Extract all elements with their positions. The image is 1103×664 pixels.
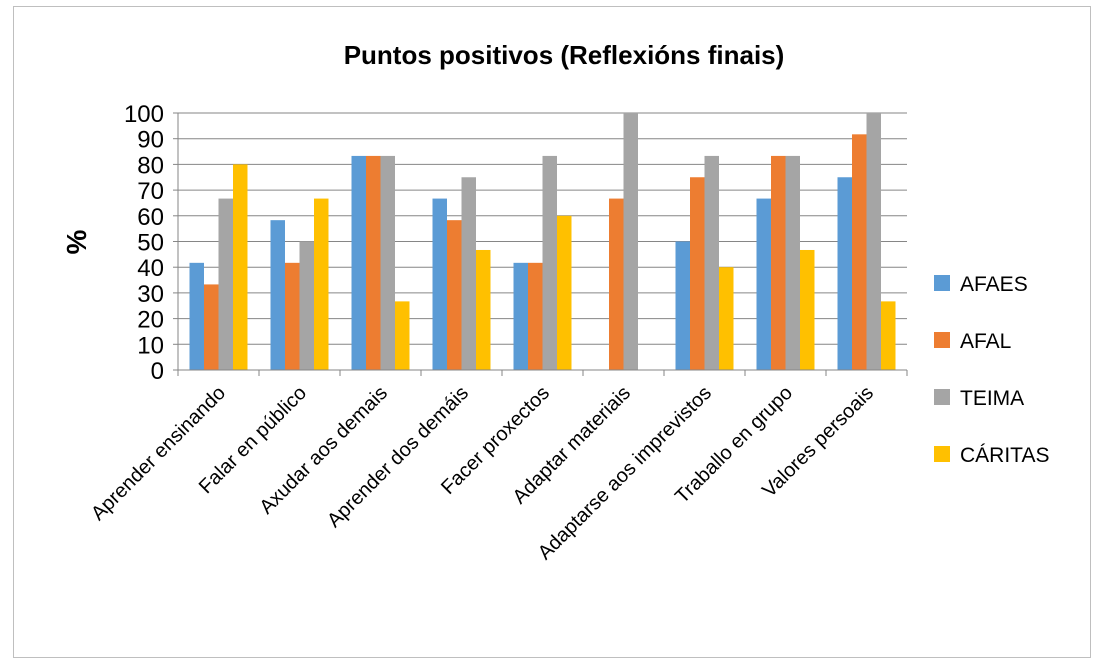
legend-swatch-afal (934, 332, 950, 348)
y-tick-label: 20 (137, 307, 164, 334)
axes (173, 112, 908, 376)
y-tick-label: 0 (151, 358, 164, 385)
y-tick-label: 90 (137, 127, 164, 154)
y-axis-label: % (61, 229, 92, 254)
bar-chart: Puntos positivos (Reflexións finais) % 0… (61, 40, 1049, 564)
bar-afal (285, 262, 300, 370)
bar-cáritas (800, 249, 815, 370)
y-tick-label: 100 (124, 101, 164, 128)
bar-afaes (675, 241, 690, 370)
bar-afaes (432, 198, 447, 370)
bar-cáritas (233, 164, 248, 370)
bar-cáritas (395, 301, 410, 370)
bar-teima (542, 155, 557, 370)
bar-cáritas (557, 215, 572, 370)
bar-teima (380, 155, 395, 370)
chart-title: Puntos positivos (Reflexións finais) (344, 40, 785, 70)
legend-label: CÁRITAS (960, 444, 1049, 467)
legend-swatch-afaes (934, 275, 950, 291)
bar-afal (771, 155, 786, 370)
bar-afal (366, 155, 381, 370)
x-tick-label: Aprender dos demáis (323, 382, 473, 532)
bar-teima (866, 113, 881, 370)
bar-afaes (837, 177, 852, 370)
y-tick-label: 80 (137, 152, 164, 179)
bars (189, 113, 896, 370)
y-tick-label: 10 (137, 332, 164, 359)
legend-label: AFAES (960, 273, 1028, 296)
bar-cáritas (719, 267, 734, 370)
bar-afal (852, 134, 867, 370)
bar-afal (609, 198, 624, 370)
bar-teima (218, 198, 233, 370)
legend-swatch-cáritas (934, 446, 950, 462)
chart-frame: Puntos positivos (Reflexións finais) % 0… (13, 6, 1091, 658)
legend: AFAES AFAL TEIMA CÁRITAS (934, 273, 1049, 467)
bar-afaes (756, 198, 771, 370)
bar-cáritas (476, 249, 491, 370)
legend-swatch-teima (934, 389, 950, 405)
bar-teima (704, 155, 719, 370)
bar-afaes (270, 220, 285, 370)
x-tick-label: Aprender ensinando (87, 382, 230, 525)
bar-teima (299, 241, 314, 370)
bar-afal (528, 262, 543, 370)
bar-teima (785, 155, 800, 370)
x-tick-label: Adaptarse aos imprevistos (534, 382, 716, 564)
bar-afal (204, 284, 219, 370)
bar-afal (690, 177, 705, 370)
y-tick-label: 60 (137, 204, 164, 231)
legend-label: TEIMA (960, 387, 1024, 410)
bar-afaes (513, 262, 528, 370)
bar-afaes (189, 262, 204, 370)
bar-afaes (351, 155, 366, 370)
y-tick-label: 30 (137, 281, 164, 308)
legend-label: AFAL (960, 330, 1011, 353)
y-tick-label: 40 (137, 255, 164, 282)
bar-afal (447, 220, 462, 370)
bar-cáritas (314, 198, 329, 370)
y-tick-label: 70 (137, 178, 164, 205)
bar-teima (461, 177, 476, 370)
bar-cáritas (881, 301, 896, 370)
y-tick-label: 50 (137, 230, 164, 257)
bar-teima (623, 113, 638, 370)
